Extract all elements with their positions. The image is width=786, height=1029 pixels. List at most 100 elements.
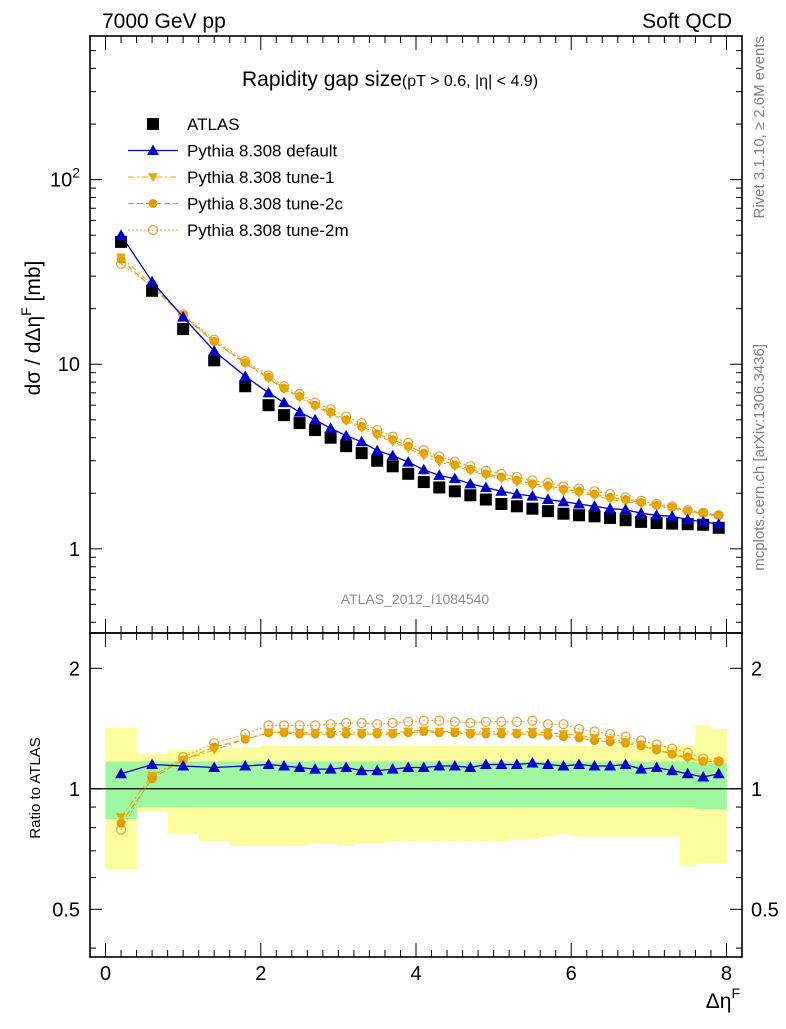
data-point-pythia-8-308-tune-1 (240, 735, 251, 745)
green-band (540, 761, 557, 808)
x-tick-label: 0 (100, 963, 111, 985)
data-point-atlas (557, 507, 570, 520)
data-point-pythia-8-308-tune-1 (279, 385, 290, 395)
data-point-pythia-8-308-default (557, 760, 570, 771)
data-point-pythia-8-308-tune-2m (403, 716, 414, 727)
data-point-pythia-8-308-default (208, 344, 221, 356)
series-line-pythia-8-308-tune-1 (120, 729, 719, 818)
plot-title-cut-post: | < 4.9) (488, 73, 538, 90)
data-point-pythia-8-308-default (541, 758, 554, 769)
data-point-pythia-8-308-default (681, 513, 694, 525)
data-point-pythia-8-308-tune-1 (527, 481, 538, 491)
green-band (493, 761, 510, 808)
data-point-atlas (371, 454, 384, 467)
data-point-pythia-8-308-tune-2m (480, 716, 491, 727)
data-point-pythia-8-308-default (526, 756, 539, 768)
green-band (136, 761, 168, 808)
data-point-pythia-8-308-tune-1 (372, 729, 383, 738)
data-point-atlas (479, 493, 492, 506)
data-point-pythia-8-308-tune-1 (372, 431, 383, 441)
data-point-pythia-8-308-tune-1 (116, 253, 127, 263)
data-point-pythia-8-308-tune-2m (542, 719, 554, 730)
data-point-pythia-8-308-default (371, 444, 384, 456)
data-point-pythia-8-308-default (697, 771, 710, 782)
y-tick-label: 10 (58, 354, 80, 376)
data-point-pythia-8-308-default (448, 760, 461, 771)
data-point-pythia-8-308-tune-2m (341, 717, 352, 729)
series-line-pythia-8-308-tune-1 (120, 256, 719, 517)
data-point-atlas (324, 431, 337, 444)
data-point-pythia-8-308-tune-1 (434, 727, 445, 737)
data-point-atlas (604, 511, 617, 524)
data-point-pythia-8-308-default (293, 406, 306, 417)
data-point-atlas (619, 514, 632, 527)
data-point-pythia-8-308-tune-1 (403, 444, 414, 454)
data-point-pythia-8-308-default (526, 490, 539, 501)
ratio-data-marks (115, 715, 725, 835)
green-band (291, 761, 308, 808)
data-point-pythia-8-308-default (177, 760, 190, 771)
data-point-pythia-8-308-default (355, 764, 368, 776)
y-axis-label-base: dσ / dΔη (22, 316, 45, 396)
data-point-pythia-8-308-tune-1 (263, 374, 274, 384)
data-point-pythia-8-308-tune-1 (574, 731, 584, 741)
legend-label: Pythia 8.308 tune-2m (187, 221, 349, 240)
data-point-atlas (433, 481, 446, 494)
data-point-atlas (355, 447, 368, 460)
green-band (400, 761, 417, 808)
green-band (617, 761, 634, 808)
x-tick-label: 2 (255, 963, 266, 985)
data-point-pythia-8-308-tune-2m (434, 715, 445, 726)
data-point-pythia-8-308-default (495, 485, 508, 496)
data-point-pythia-8-308-tune-1 (356, 424, 367, 434)
x-tick-label: 8 (721, 963, 732, 985)
legend-entry-pythia-8-308-tune-2m: Pythia 8.308 tune-2m (128, 221, 349, 240)
ratio-y-tick-label-right: 1 (751, 779, 762, 801)
analysis-tag: ATLAS_2012_I1084540 (341, 591, 490, 607)
y-tick-label-base: 10 (50, 170, 72, 192)
data-point-pythia-8-308-default (666, 764, 679, 776)
data-point-pythia-8-308-tune-2m (496, 716, 507, 727)
data-point-pythia-8-308-default (557, 495, 570, 507)
y-tick-label-exponent: 2 (72, 165, 80, 181)
data-point-pythia-8-308-default (604, 502, 617, 514)
ratio-y-tick-label-left: 1 (69, 779, 80, 801)
legend-entry-atlas: ATLAS (147, 115, 240, 134)
data-point-pythia-8-308-tune-1 (116, 813, 127, 823)
data-point-pythia-8-308-tune-1 (325, 727, 336, 737)
data-point-pythia-8-308-tune-1 (651, 502, 662, 512)
data-point-pythia-8-308-tune-1 (636, 740, 647, 750)
data-point-pythia-8-308-default (146, 275, 159, 287)
data-point-pythia-8-308-default (510, 488, 523, 499)
header-collision-label: 7000 GeV pp (102, 10, 226, 33)
ratio-y-tick-label-left: 2 (69, 658, 80, 680)
data-point-pythia-8-308-tune-1 (511, 478, 522, 488)
data-point-atlas (309, 424, 322, 437)
data-point-pythia-8-308-default (208, 761, 221, 773)
series-atlas (115, 235, 725, 534)
data-point-pythia-8-308-tune-1 (387, 729, 398, 738)
series-pythia-8-308-tune-1 (116, 253, 724, 522)
data-point-atlas (417, 476, 430, 489)
plot-title-cut-pre: (pT > 0.6, | (402, 73, 479, 90)
data-point-pythia-8-308-tune-1 (325, 409, 336, 419)
data-point-pythia-8-308-tune-1 (605, 495, 616, 505)
data-point-pythia-8-308-tune-1 (558, 730, 569, 740)
data-point-pythia-8-308-default (573, 497, 585, 509)
data-point-pythia-8-308-default (177, 311, 190, 322)
data-point-pythia-8-308-tune-1 (574, 489, 584, 499)
green-band (695, 762, 712, 810)
data-point-pythia-8-308-tune-1 (667, 750, 678, 760)
green-band (447, 761, 463, 808)
data-point-pythia-8-308-default (340, 761, 353, 773)
data-point-pythia-8-308-default (650, 761, 663, 773)
data-point-pythia-8-308-tune-1 (209, 746, 220, 755)
data-point-pythia-8-308-default (386, 763, 399, 774)
series-line-pythia-8-308-tune-2m (120, 263, 719, 516)
data-point-pythia-8-308-default (371, 764, 384, 776)
data-point-pythia-8-308-tune-1 (449, 727, 460, 737)
data-point-pythia-8-308-tune-2m (558, 719, 569, 730)
data-point-atlas (278, 409, 291, 422)
